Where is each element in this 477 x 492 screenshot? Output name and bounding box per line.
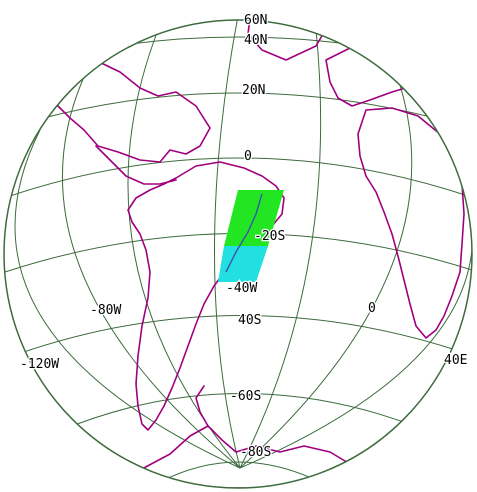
label-lat-0: 0 [244, 149, 252, 164]
label-lat-40s: 40S [238, 313, 261, 328]
meridian-d [239, 29, 322, 469]
coast-south-america [127, 161, 285, 431]
latitude-line-0 [4, 157, 472, 199]
label-lat-60s: -60S [230, 389, 261, 404]
coast-antarctic-peninsula [195, 385, 209, 427]
satellite-swath [218, 190, 284, 282]
label-lat-20n: 20N [242, 83, 265, 98]
label-lon-40e: 40E [444, 353, 467, 368]
label-lon-80w: -80W [90, 303, 121, 318]
coast-europe [325, 43, 421, 107]
meridian-b [127, 29, 241, 469]
latitude-line-40n [17, 36, 461, 67]
latitude-line-40s [17, 315, 463, 355]
label-lat-40n: 40N [244, 33, 267, 48]
coast-greenland [247, 20, 331, 61]
swath-river-trace [225, 193, 263, 273]
label-lat-80s: -80S [240, 445, 271, 460]
label-lat-60n: 60N [244, 13, 267, 28]
latitude-line-80s [159, 461, 321, 483]
label-lon-0: 0 [368, 301, 376, 316]
label-lon-120w: -120W [20, 357, 59, 372]
meridian-g [239, 129, 472, 469]
globe-outline [3, 19, 473, 489]
graticule-labels: 60N 40N 20N 0 -20S -40W -80W 0 40S -120W… [19, 12, 469, 462]
meridian-c [214, 20, 241, 469]
meridian-e [239, 61, 413, 469]
meridian-f [14, 129, 241, 469]
label-lat-20s: -20S [254, 229, 285, 244]
latitude-line-60s [61, 393, 421, 431]
coast-central-america [95, 145, 177, 185]
label-lon-40w: -40W [226, 281, 257, 296]
swath-south-segment [218, 246, 268, 282]
coast-north-america [19, 59, 211, 163]
meridian-a [62, 59, 241, 469]
